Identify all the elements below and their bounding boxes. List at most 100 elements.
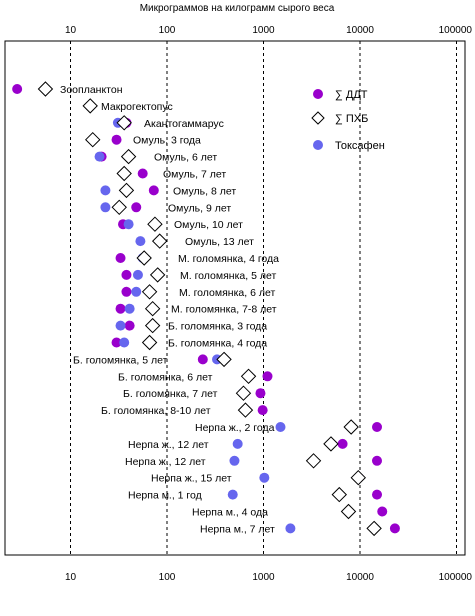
pcb-point bbox=[85, 131, 101, 148]
pcb-point bbox=[144, 317, 161, 334]
row-label: Омуль, 7 лет bbox=[163, 169, 226, 181]
toxaphene-point bbox=[285, 523, 296, 534]
toxaphene-point bbox=[132, 269, 143, 280]
row-label: Б. голомянка, 4 года bbox=[168, 338, 267, 350]
x-tick-bottom-100: 100 bbox=[159, 572, 176, 583]
toxaphene-point bbox=[94, 151, 105, 162]
row-label: Омуль, 3 года bbox=[133, 135, 201, 147]
chart-title: Микрограммов на килограмм сырого веса bbox=[140, 3, 335, 14]
legend: ∑ ДДТ ∑ ПХБ Токсафен bbox=[311, 89, 385, 152]
row-labels: Зоопланктон Макрогектопус Акантогаммарус Ом… bbox=[60, 84, 279, 535]
ddt-point bbox=[262, 371, 273, 382]
ddt-point bbox=[389, 523, 400, 534]
ddt-point bbox=[148, 185, 159, 196]
pcb-point bbox=[235, 385, 252, 401]
toxaphene-point bbox=[229, 455, 240, 466]
row-label: Б. голомянка, 5 лет bbox=[73, 354, 168, 366]
pcb-point bbox=[237, 402, 254, 418]
toxaphene-point bbox=[115, 320, 126, 331]
data-points bbox=[12, 81, 400, 537]
legend-marker-pcb bbox=[311, 111, 325, 125]
ddt-point bbox=[121, 269, 132, 280]
legend-label-pcb: ∑ ПХБ bbox=[335, 113, 368, 125]
ddt-point bbox=[197, 354, 208, 365]
legend-label-ddt: ∑ ДДТ bbox=[335, 89, 368, 101]
toxaphene-point bbox=[135, 236, 146, 247]
row-label: Макрогектопус bbox=[101, 101, 173, 113]
gridlines bbox=[70, 41, 457, 555]
toxaphene-point bbox=[227, 489, 238, 500]
toxaphene-point bbox=[100, 202, 111, 213]
row-label: Акантогаммарус bbox=[144, 118, 224, 130]
ddt-point bbox=[121, 286, 132, 297]
pcb-point bbox=[37, 81, 54, 97]
pcb-point bbox=[350, 469, 366, 486]
ddt-point bbox=[377, 506, 388, 517]
row-label: Нерпа м., 4 ода bbox=[192, 507, 268, 519]
pcb-point bbox=[305, 453, 322, 469]
pcb-point bbox=[118, 182, 135, 199]
ddt-point bbox=[371, 422, 382, 432]
row-label: Зоопланктон bbox=[60, 84, 123, 96]
pcb-point bbox=[141, 334, 158, 351]
pcb-point bbox=[111, 199, 127, 216]
row-label: Нерпа м., 7 лет bbox=[200, 523, 275, 535]
pcb-point bbox=[82, 98, 98, 114]
row-label: Б. голомянка, 7 лет bbox=[123, 388, 218, 400]
toxaphene-point bbox=[123, 219, 134, 230]
x-tick-top-10: 10 bbox=[65, 25, 77, 36]
row-label: Омуль, 8 лет bbox=[173, 185, 236, 197]
ddt-point bbox=[137, 168, 148, 179]
row-label: М. голомянка, 6 лет bbox=[179, 287, 275, 299]
ddt-point bbox=[12, 84, 23, 94]
pcb-point bbox=[216, 351, 232, 368]
row-label: Б. голомянка, 8-10 лет bbox=[101, 405, 211, 417]
pcb-point bbox=[331, 486, 347, 503]
ddt-point bbox=[371, 489, 382, 500]
x-axis-top: 10 100 1000 10000 100000 bbox=[65, 25, 472, 36]
ddt-point bbox=[255, 388, 266, 399]
toxaphene-point bbox=[119, 337, 130, 348]
toxaphene-point bbox=[131, 286, 142, 297]
toxaphene-point bbox=[124, 303, 135, 314]
row-label: Нерпа ж., 2 года bbox=[195, 422, 275, 434]
ddt-point bbox=[124, 320, 135, 331]
toxaphene-point bbox=[100, 185, 111, 196]
x-tick-bottom-100000: 100000 bbox=[439, 572, 473, 583]
ddt-point bbox=[257, 405, 268, 416]
pcb-point bbox=[136, 250, 152, 266]
x-tick-top-100000: 100000 bbox=[439, 25, 473, 36]
row-label: Омуль, 10 лет bbox=[174, 219, 243, 231]
pcb-point bbox=[120, 148, 137, 165]
row-label: М. голомянка, 5 лет bbox=[180, 270, 276, 282]
ddt-point bbox=[115, 303, 126, 314]
toxaphene-point bbox=[275, 422, 286, 432]
pcb-point bbox=[147, 216, 163, 232]
row-label: Б. голомянка, 3 года bbox=[168, 321, 267, 333]
row-label: Омуль, 9 лет bbox=[168, 202, 231, 214]
legend-marker-ddt bbox=[313, 89, 323, 99]
ddt-point bbox=[131, 202, 142, 213]
x-axis-bottom: 10 100 1000 10000 100000 bbox=[65, 572, 472, 583]
pcb-point bbox=[151, 233, 168, 249]
ddt-point bbox=[111, 337, 122, 348]
pcb-point bbox=[116, 165, 132, 182]
row-label: М. голомянка, 4 года bbox=[178, 253, 279, 265]
row-label: Омуль, 13 лет bbox=[185, 236, 254, 248]
x-tick-bottom-10: 10 bbox=[65, 572, 77, 583]
ddt-point bbox=[115, 253, 126, 263]
pcb-point bbox=[366, 520, 382, 537]
row-label: Омуль, 6 лет bbox=[154, 152, 217, 164]
pcb-point bbox=[116, 115, 132, 131]
ddt-point bbox=[371, 455, 382, 466]
row-label: Нерпа ж., 12 лет bbox=[128, 439, 209, 451]
pcb-point bbox=[141, 284, 158, 300]
x-tick-bottom-1000: 1000 bbox=[252, 572, 275, 583]
row-label: Нерпа ж., 12 лет bbox=[125, 456, 206, 468]
pcb-point bbox=[144, 300, 161, 317]
legend-label-toxaphene: Токсафен bbox=[335, 140, 385, 152]
toxaphene-point bbox=[232, 438, 243, 449]
ddt-point bbox=[337, 438, 348, 449]
plot-area bbox=[4, 40, 466, 556]
